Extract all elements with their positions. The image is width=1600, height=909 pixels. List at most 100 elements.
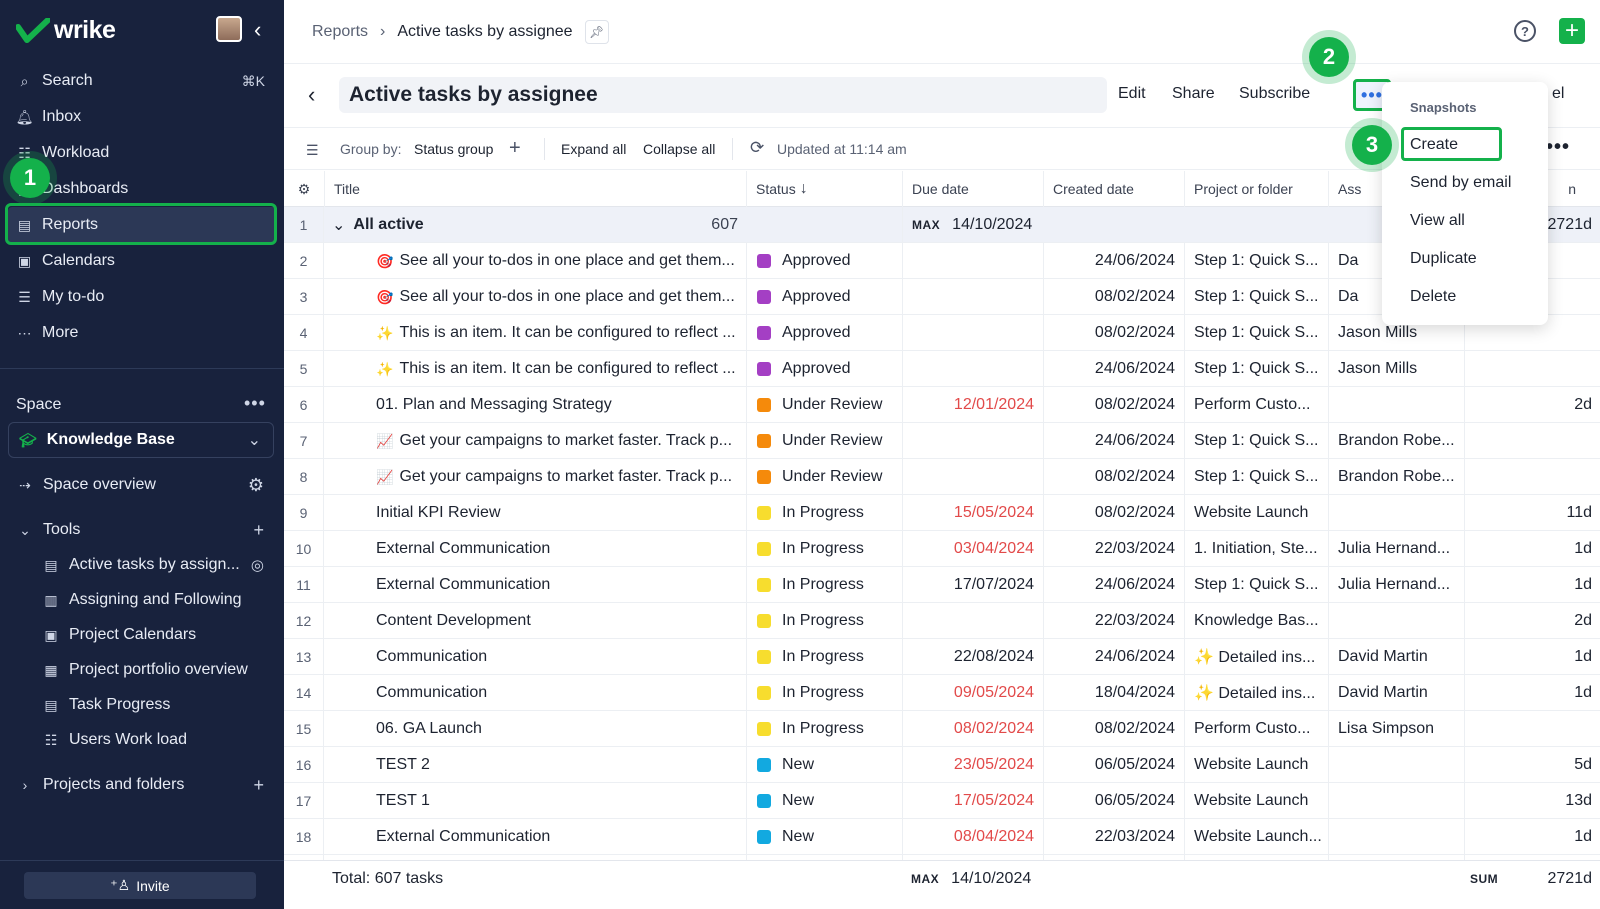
refresh-icon[interactable]: ⟳ [750, 138, 765, 157]
status-cell[interactable]: In Progress [746, 675, 902, 711]
project-cell[interactable]: Step 1: Quick S... [1184, 567, 1328, 603]
wrike-logo[interactable]: wrike [16, 16, 116, 45]
tool-item[interactable]: ▣ Project Calendars [0, 618, 284, 652]
table-row[interactable]: 3 🎯 See all your to-dos in one place and g… [284, 279, 1600, 315]
due-date-cell[interactable]: 08/02/2024 [902, 711, 1043, 747]
due-date-cell[interactable] [902, 351, 1043, 387]
duration-cell[interactable]: 13d [1464, 783, 1600, 819]
title-cell[interactable]: Communication [376, 639, 736, 675]
created-date-cell[interactable]: 08/02/2024 [1043, 459, 1184, 495]
assignee-cell[interactable]: Jason Mills [1328, 351, 1464, 387]
add-tool-icon[interactable]: + [253, 519, 264, 540]
header-hidden-action[interactable]: el [1552, 85, 1565, 102]
project-cell[interactable]: ✨ Detailed ins... [1184, 639, 1328, 675]
duration-cell[interactable]: 11d [1464, 495, 1600, 531]
expand-all-button[interactable]: Expand all [561, 141, 627, 157]
project-cell[interactable]: Step 1: Quick S... [1184, 351, 1328, 387]
table-row[interactable]: 5 ✨ This is an item. It can be configured … [284, 351, 1600, 387]
duration-cell[interactable] [1464, 351, 1600, 387]
title-cell[interactable]: 📈 Get your campaigns to market faster. Tr… [376, 459, 736, 495]
created-date-cell[interactable]: 22/03/2024 [1043, 603, 1184, 639]
group-by-value[interactable]: Status group [414, 141, 494, 157]
created-date-cell[interactable]: 08/02/2024 [1043, 711, 1184, 747]
due-date-cell[interactable]: 08/04/2024 [902, 819, 1043, 855]
assignee-cell[interactable] [1328, 603, 1464, 639]
status-cell[interactable]: In Progress [746, 567, 902, 603]
status-cell[interactable]: In Progress [746, 603, 902, 639]
nav-todo[interactable]: ☰ My to-do [0, 279, 284, 315]
add-group-icon[interactable]: + [509, 137, 521, 159]
table-row[interactable]: 2 🎯 See all your to-dos in one place and g… [284, 243, 1600, 279]
assignee-cell[interactable] [1328, 495, 1464, 531]
column-created-date[interactable]: Created date [1043, 171, 1184, 207]
table-row[interactable]: 15 06. GA Launch In Progress 08/02/2024 08/0… [284, 711, 1600, 747]
space-selector[interactable]: 🎓︎ Knowledge Base ⌄ [8, 422, 274, 458]
menu-item-delete[interactable]: Delete [1410, 288, 1457, 305]
avatar[interactable] [216, 16, 242, 42]
table-row[interactable]: 4 ✨ This is an item. It can be configured … [284, 315, 1600, 351]
back-arrow-icon[interactable]: ‹ [308, 82, 316, 107]
status-cell[interactable]: New [746, 819, 902, 855]
duration-cell[interactable]: 5d [1464, 747, 1600, 783]
nav-calendars[interactable]: ▣ Calendars [0, 243, 284, 279]
status-cell[interactable]: In Progress [746, 531, 902, 567]
due-date-cell[interactable]: 17/05/2024 [902, 783, 1043, 819]
projects-section[interactable]: › Projects and folders + [0, 768, 284, 802]
create-new-button[interactable]: + [1559, 18, 1585, 44]
project-cell[interactable]: Perform Custo... [1184, 387, 1328, 423]
title-cell[interactable]: ✨ This is an item. It can be configured t… [376, 315, 736, 351]
report-title-input[interactable]: Active tasks by assignee [339, 77, 1107, 113]
title-cell[interactable]: 01. Plan and Messaging Strategy [376, 387, 736, 423]
assignee-cell[interactable]: Brandon Robe... [1328, 459, 1464, 495]
table-row[interactable]: 7 📈 Get your campaigns to market faster. T… [284, 423, 1600, 459]
title-cell[interactable]: TEST 2 [376, 747, 736, 783]
created-date-cell[interactable]: 24/06/2024 [1043, 351, 1184, 387]
space-more-icon[interactable]: ••• [244, 393, 266, 413]
table-row[interactable]: 9 Initial KPI Review In Progress 15/05/2024… [284, 495, 1600, 531]
assignee-cell[interactable]: Da [1328, 243, 1464, 279]
project-cell[interactable]: Website Launch [1184, 783, 1328, 819]
assignee-cell[interactable] [1328, 819, 1464, 855]
due-date-cell[interactable]: 09/05/2024 [902, 675, 1043, 711]
assignee-cell[interactable]: Julia Hernand... [1328, 531, 1464, 567]
nav-search[interactable]: ⌕ Search ⌘K [0, 63, 284, 99]
status-cell[interactable]: Approved [746, 279, 902, 315]
created-date-cell[interactable]: 08/02/2024 [1043, 495, 1184, 531]
due-date-cell[interactable] [902, 423, 1043, 459]
status-cell[interactable]: Under Review [746, 423, 902, 459]
title-cell[interactable]: 06. GA Launch [376, 711, 736, 747]
due-date-cell[interactable]: 17/07/2024 [902, 567, 1043, 603]
duration-cell[interactable]: 1d [1464, 531, 1600, 567]
share-button[interactable]: Share [1172, 85, 1215, 102]
created-date-cell[interactable]: 06/05/2024 [1043, 783, 1184, 819]
pin-icon[interactable]: 📌︎ [584, 20, 609, 44]
space-overview[interactable]: ⇢ Space overview ⚙ [0, 468, 284, 502]
due-date-cell[interactable]: 23/05/2024 [902, 747, 1043, 783]
table-row[interactable]: 16 TEST 2 New 23/05/2024 06/05/2024 Website L… [284, 747, 1600, 783]
column-assignee[interactable]: Ass [1328, 171, 1464, 207]
assignee-cell[interactable]: David Martin [1328, 675, 1464, 711]
collapse-all-button[interactable]: Collapse all [643, 141, 716, 157]
status-cell[interactable]: In Progress [746, 495, 902, 531]
tool-item[interactable]: ▥ Assigning and Following [0, 583, 284, 617]
project-cell[interactable]: Step 1: Quick S... [1184, 243, 1328, 279]
assignee-cell[interactable]: Jason Mills [1328, 315, 1464, 351]
created-date-cell[interactable]: 06/05/2024 [1043, 747, 1184, 783]
duration-cell[interactable] [1464, 315, 1600, 351]
project-cell[interactable]: Website Launch [1184, 747, 1328, 783]
duration-cell[interactable]: 1d [1464, 819, 1600, 855]
due-date-cell[interactable]: 12/01/2024 [902, 387, 1043, 423]
chevron-down-icon[interactable]: ⌄ [332, 217, 346, 234]
due-date-cell[interactable] [902, 279, 1043, 315]
status-cell[interactable]: Under Review [746, 459, 902, 495]
due-date-cell[interactable]: 03/04/2024 [902, 531, 1043, 567]
status-cell[interactable]: Under Review [746, 387, 902, 423]
title-cell[interactable]: External Communication [376, 819, 736, 855]
due-date-cell[interactable] [902, 243, 1043, 279]
created-date-cell[interactable]: 22/03/2024 [1043, 819, 1184, 855]
toolbar-more-icon[interactable]: ••• [1546, 136, 1571, 158]
duration-cell[interactable] [1464, 459, 1600, 495]
status-cell[interactable]: In Progress [746, 711, 902, 747]
project-cell[interactable]: Step 1: Quick S... [1184, 279, 1328, 315]
menu-item-send-by-email[interactable]: Send by email [1410, 174, 1512, 191]
